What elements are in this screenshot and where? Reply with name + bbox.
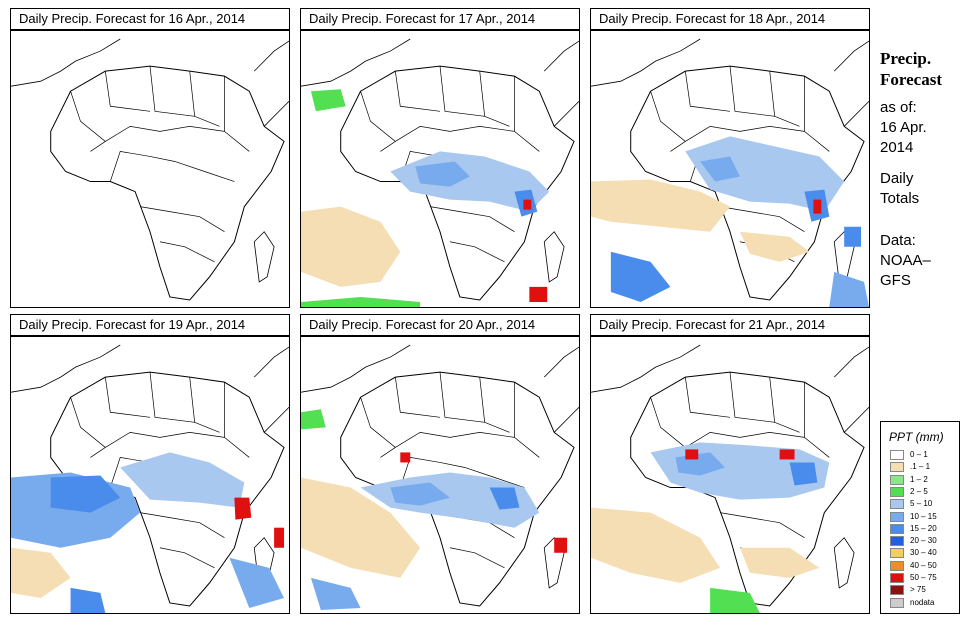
forecast-panel-4: Daily Precip. Forecast for 19 Apr., 2014 <box>10 314 290 614</box>
legend-label: 40 – 50 <box>910 560 937 570</box>
precip-map <box>10 30 290 308</box>
panel-title: Daily Precip. Forecast for 17 Apr., 2014 <box>300 8 580 30</box>
data-line1: Data: <box>880 232 916 249</box>
legend-label: 50 – 75 <box>910 573 937 582</box>
asof-date-line2: 2014 <box>880 139 914 156</box>
legend-label: > 75 <box>910 585 926 595</box>
side-title-line1: Precip. <box>880 49 932 68</box>
legend-swatch <box>890 585 904 596</box>
forecast-panel-5: Daily Precip. Forecast for 20 Apr., 2014 <box>300 314 580 614</box>
forecast-panel-3: Daily Precip. Forecast for 18 Apr., 2014 <box>590 8 870 308</box>
precip-map <box>590 30 870 308</box>
legend-label: 15 – 20 <box>910 523 937 533</box>
legend-swatch <box>890 560 904 571</box>
precip-map <box>590 336 870 614</box>
side-title: Precip. Forecast <box>880 48 942 90</box>
precip-map <box>10 336 290 614</box>
legend-label: 1 – 2 <box>910 474 928 484</box>
legend-label: 2 – 5 <box>910 486 928 496</box>
legend-swatch <box>890 511 904 522</box>
totals-line2: Totals <box>880 190 920 207</box>
legend-swatch <box>890 573 904 583</box>
panel-title: Daily Precip. Forecast for 16 Apr., 2014 <box>10 8 290 30</box>
data-line2: NOAA– <box>880 252 931 269</box>
legend-label: nodata <box>910 597 935 607</box>
precip-map <box>300 30 580 308</box>
legend-title: PPT (mm) <box>889 430 944 444</box>
asof-label: as of: <box>880 99 917 116</box>
panel-title: Daily Precip. Forecast for 19 Apr., 2014 <box>10 314 290 336</box>
side-data-source: Data: NOAA– GFS <box>880 231 931 291</box>
panel-title: Daily Precip. Forecast for 21 Apr., 2014 <box>590 314 870 336</box>
forecast-panel-6: Daily Precip. Forecast for 21 Apr., 2014 <box>590 314 870 614</box>
side-asof: as of: 16 Apr. 2014 <box>880 98 927 158</box>
forecast-panel-1: Daily Precip. Forecast for 16 Apr., 2014 <box>10 8 290 308</box>
side-totals: Daily Totals <box>880 169 919 209</box>
asof-date-line1: 16 Apr. <box>880 119 927 136</box>
data-line3: GFS <box>880 272 911 289</box>
legend-swatch <box>890 499 904 510</box>
legend-label: 20 – 30 <box>910 536 937 546</box>
legend-label: 30 – 40 <box>910 548 937 558</box>
side-title-line2: Forecast <box>880 70 942 89</box>
legend-label: .1 – 1 <box>910 462 931 472</box>
ppt-legend: PPT (mm) 0 – 1 .1 – 1 1 – 2 2 – 5 5 – 10 10 –… <box>880 421 960 614</box>
legend-swatch <box>890 548 904 559</box>
legend-swatch <box>890 474 904 485</box>
totals-line1: Daily <box>880 170 914 187</box>
legend-swatch <box>890 536 904 547</box>
panel-title: Daily Precip. Forecast for 20 Apr., 2014 <box>300 314 580 336</box>
forecast-panel-2: Daily Precip. Forecast for 17 Apr., 2014 <box>300 8 580 308</box>
legend-swatch <box>890 597 904 608</box>
legend-label: 0 – 1 <box>910 450 928 459</box>
precip-map <box>300 336 580 614</box>
legend-swatch <box>890 523 904 534</box>
legend-label: 5 – 10 <box>910 499 933 509</box>
legend-label: 10 – 15 <box>910 511 937 521</box>
legend-swatch <box>890 462 904 473</box>
legend-swatch <box>890 486 904 497</box>
legend-swatch <box>890 450 904 460</box>
panel-title: Daily Precip. Forecast for 18 Apr., 2014 <box>590 8 870 30</box>
